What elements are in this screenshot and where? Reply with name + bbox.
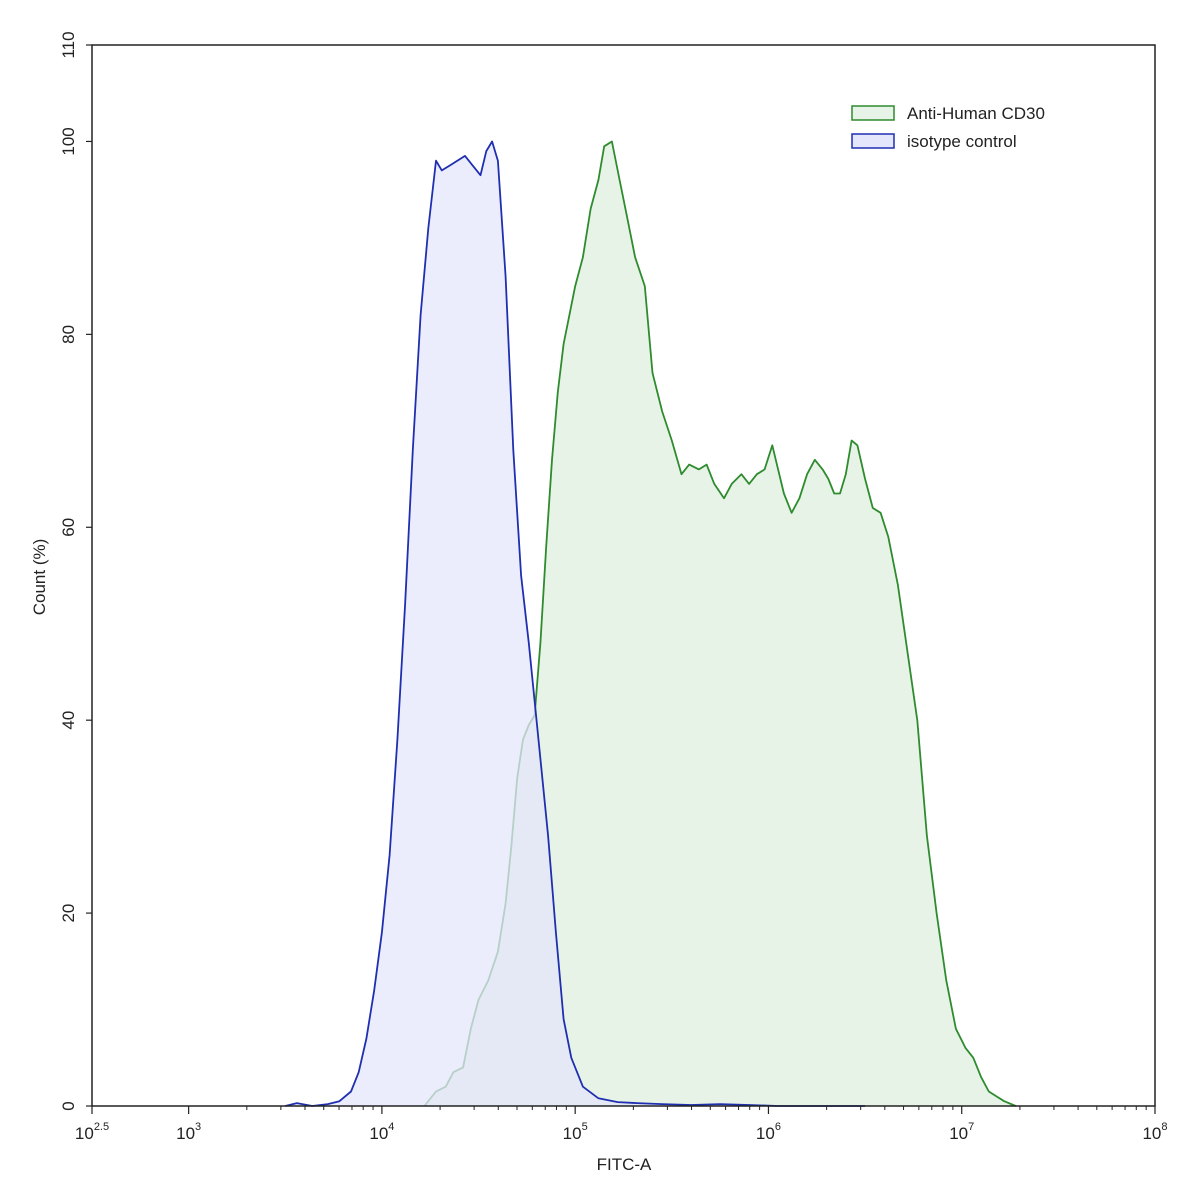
- x-axis-title: FITC-A: [597, 1155, 652, 1174]
- y-tick-label: 100: [59, 127, 78, 155]
- plot-frame: [91, 44, 1156, 1107]
- series-area-1: [285, 141, 866, 1106]
- y-axis-title: Count (%): [30, 539, 49, 616]
- x-tick-label: 103: [176, 1121, 201, 1143]
- legend-swatch: [851, 105, 895, 121]
- legend: Anti-Human CD30 isotype control: [851, 104, 1045, 151]
- series-area-0: [424, 141, 1016, 1106]
- legend-label: isotype control: [907, 132, 1017, 151]
- x-axis-ticks: 102.5 103 104 105 106 107 108: [75, 1106, 1168, 1143]
- y-tick-label: 20: [59, 904, 78, 923]
- series-line-1: [285, 140, 866, 1107]
- y-tick-label: 110: [59, 31, 78, 58]
- y-tick-label: 40: [59, 711, 78, 730]
- x-tick-label: 106: [756, 1121, 781, 1143]
- y-tick-label: 0: [59, 1101, 78, 1110]
- x-tick-label: 108: [1142, 1121, 1167, 1143]
- y-axis-ticks: 0 20 40 60 80 100 110: [59, 31, 92, 1111]
- y-tick-label: 80: [59, 325, 78, 344]
- series-layer: [285, 140, 1017, 1107]
- legend-swatch: [851, 133, 895, 149]
- legend-label: Anti-Human CD30: [907, 104, 1045, 123]
- x-tick-label: 102.5: [75, 1121, 109, 1143]
- x-tick-label: 105: [563, 1121, 588, 1143]
- y-tick-label: 60: [59, 518, 78, 537]
- x-tick-label: 107: [949, 1121, 974, 1143]
- x-tick-label: 104: [369, 1121, 394, 1143]
